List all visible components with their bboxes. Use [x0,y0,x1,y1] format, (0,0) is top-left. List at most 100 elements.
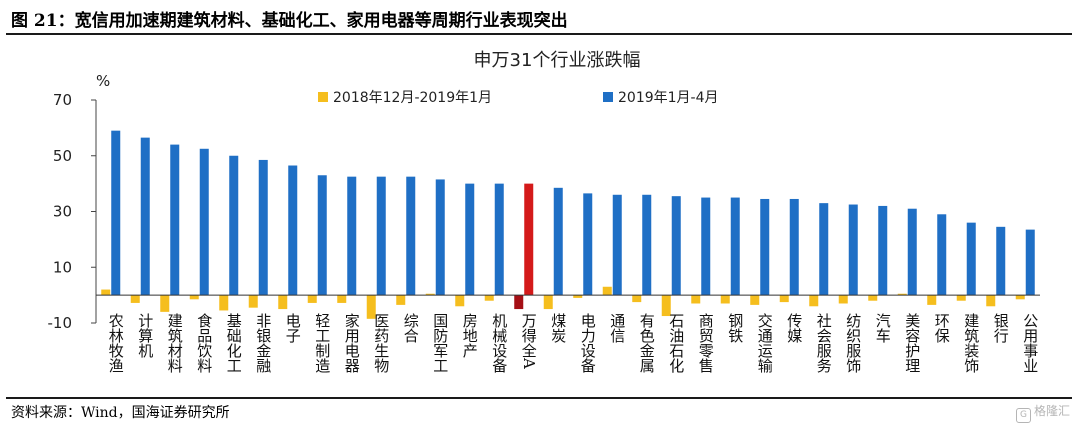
bar-series-2 [937,214,947,296]
x-axis: 农林牧渔 计算机 建筑材料 食品饮料 基础化工 非银金融 电子 轻工制造 家用电器 医药生物 综合国… [107,312,1040,374]
bar-series-2 [612,194,622,296]
y-tick-label: -10 [48,314,73,332]
y-axis-unit-label: % [96,72,110,90]
bar-series-2 [966,222,976,296]
bar-series-2 [288,165,298,296]
bar-series-1 [278,295,288,310]
bar-series-2 [878,205,888,296]
bar-series-2 [435,179,445,296]
category-label: 通信 [608,313,626,343]
bar-series-2 [996,226,1006,296]
legend-swatch-series-2 [603,92,613,102]
bar-series-2 [199,148,209,296]
bar-series-2 [317,175,327,296]
bar-series-2 [406,176,416,296]
bar-series-2 [701,197,711,296]
category-label: 建筑装饰 [962,313,980,373]
category-label: 煤炭 [549,313,567,343]
watermark: G 格隆汇 [1015,402,1070,423]
category-label: 汽车 [874,313,892,343]
bar-series-1 [897,293,907,296]
bar-series-2 [671,196,681,296]
bar-series-1 [425,293,435,296]
bars [96,130,1040,319]
category-label: 建筑材料 [166,313,184,373]
category-label: 万得全A [520,313,538,369]
header-rule [6,33,1072,35]
bar-series-1 [750,295,760,305]
figure-title: 图 21：宽信用加速期建筑材料、基础化工、家用电器等周期行业表现突出 [11,11,568,31]
bar-series-1 [632,295,642,303]
category-label: 石油石化 [667,313,685,373]
bar-series-1 [986,295,996,307]
bar-series-2 [848,204,858,296]
bar-series-2 [583,193,593,296]
bar-series-1 [602,286,612,296]
bar-series-2 [494,183,504,296]
bar-chart: 申万31个行业涨跌幅 % 2018年12月-2019年1月 2019年1月-4月… [48,50,1040,374]
figure-header: 图 21：宽信用加速期建筑材料、基础化工、家用电器等周期行业表现突出 [0,0,1080,40]
bar-series-2 [789,198,799,296]
bar-series-2 [553,187,563,296]
category-label: 电力设备 [579,313,597,373]
category-label: 机械设备 [490,313,508,373]
bar-series-1 [337,295,347,303]
bar-series-1 [366,295,376,319]
source-note: 资料来源：Wind，国海证券研究所 [11,405,230,421]
chart-title: 申万31个行业涨跌幅 [474,50,641,71]
footer-rule [6,397,1072,399]
bar-series-1 [543,295,553,310]
bar-series-2 [111,130,121,296]
bar-series-1 [691,295,701,304]
bar-series-1 [160,295,170,312]
y-tick-label: 30 [53,203,72,221]
y-axis: -10 10 30 50 70 [48,91,97,332]
bar-series-2 [907,208,917,296]
category-label: 综合 [402,313,420,343]
bar-series-1 [809,295,819,307]
bar-series-1 [720,295,730,304]
y-tick-label: 10 [53,258,72,276]
category-label: 美容护理 [903,313,921,373]
legend-swatch-series-1 [318,92,328,102]
legend-label-series-1: 2018年12月-2019年1月 [333,90,492,106]
category-label: 医药生物 [372,313,390,374]
category-label: 纺织服饰 [844,313,862,373]
bar-series-1 [455,295,465,307]
bar-series-2 [347,176,357,296]
bar-series-2 [376,176,386,296]
category-label: 交通运输 [756,312,774,373]
bar-series-1 [307,295,317,303]
bar-series-1 [661,295,671,317]
category-label: 社会服务 [815,313,833,374]
category-label: 计算机 [136,313,154,359]
category-label: 非银金融 [254,313,272,373]
category-label: 传媒 [785,313,803,343]
bar-series-1 [514,295,524,310]
category-label: 电子 [284,313,302,343]
bar-series-2 [524,183,534,296]
bar-series-2 [819,203,829,296]
category-label: 环保 [933,313,951,343]
bar-series-1 [189,295,199,300]
bar-series-2 [229,155,239,296]
bar-series-1 [396,295,406,305]
bar-series-1 [248,295,258,308]
bar-series-1 [779,295,789,303]
bar-series-2 [140,137,150,296]
category-label: 银行 [992,313,1010,344]
y-tick-label: 70 [53,91,72,109]
bar-series-1 [1015,295,1025,300]
y-tick-label: 50 [53,147,72,165]
bar-series-1 [927,295,937,305]
category-label: 轻工制造 [313,313,331,374]
legend-label-series-2: 2019年1月-4月 [618,90,719,106]
category-label: 房地产 [461,313,479,358]
category-label: 商贸零售 [697,313,715,373]
category-label: 国防军工 [431,313,449,373]
bar-series-2 [642,194,652,296]
bar-series-2 [170,144,180,296]
category-label: 有色金属 [638,313,656,373]
bar-series-1 [573,295,583,298]
category-label: 农林牧渔 [107,313,125,373]
